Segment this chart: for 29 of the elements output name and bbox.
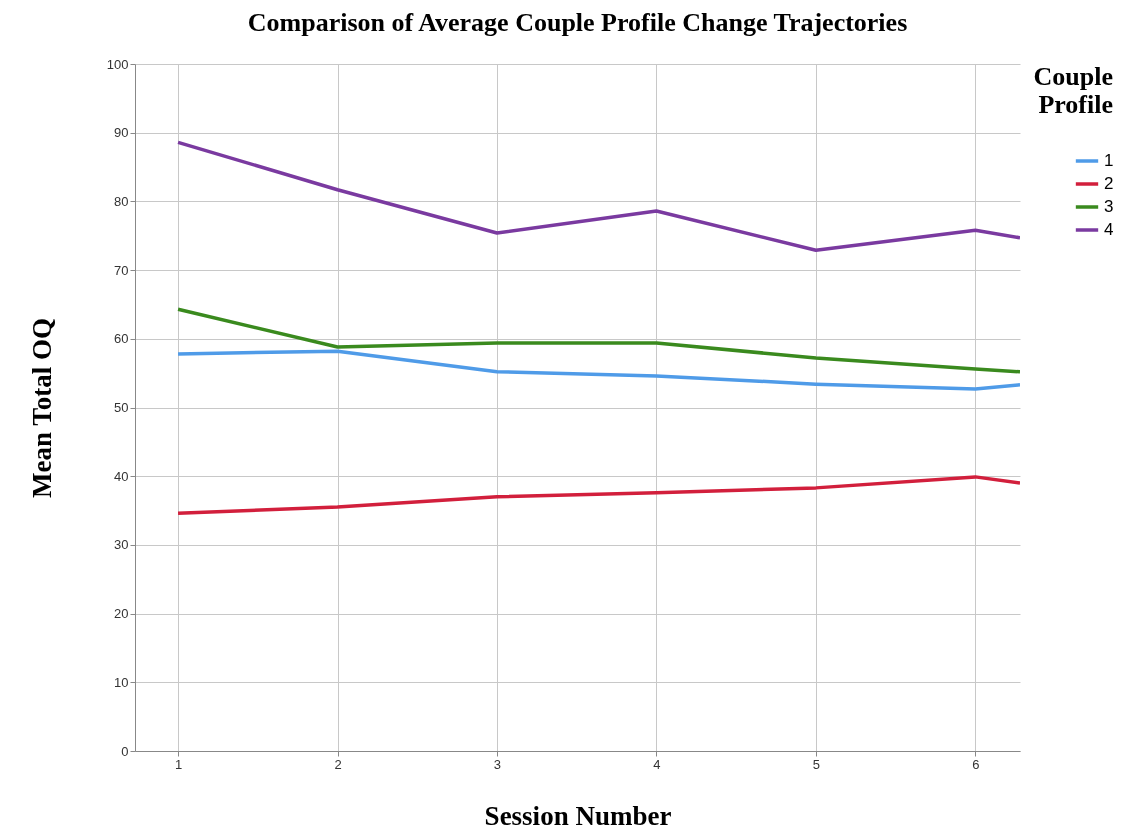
legend-title: Couple Profile <box>1033 62 1113 119</box>
x-tick-label: 6 <box>972 756 980 772</box>
y-tick-label: 80 <box>114 193 129 209</box>
line-series <box>176 307 1020 374</box>
x-tick-label: 5 <box>812 756 821 772</box>
x-axis-title: Session Number <box>484 800 672 831</box>
y-tick-label: 60 <box>114 331 129 347</box>
x-tick-label: 1 <box>174 756 183 772</box>
y-tick-label: 50 <box>114 400 129 415</box>
line-series <box>176 475 1020 516</box>
y-tick-label: 10 <box>114 674 129 690</box>
y-tick-label: 0 <box>121 743 129 759</box>
y-axis-title: Mean Total OQ <box>26 317 57 499</box>
legend-label: 4 <box>1104 220 1114 239</box>
legend-label: 3 <box>1104 197 1114 216</box>
chart-title: Comparison of Average Couple Profile Change Trajectories <box>247 8 908 37</box>
x-tick-label: 3 <box>493 756 502 772</box>
y-tick-label: 20 <box>114 606 129 622</box>
line-series <box>176 140 1020 252</box>
x-tick-label: 2 <box>334 756 342 772</box>
legend-label: 2 <box>1104 174 1114 193</box>
y-tick-label: 30 <box>114 537 129 553</box>
y-tick-label: 70 <box>114 262 129 278</box>
line-series <box>176 349 1020 391</box>
y-tick-label: 90 <box>114 125 129 141</box>
legend-label: 1 <box>1104 151 1114 170</box>
y-tick-label: 100 <box>106 56 129 72</box>
y-tick-label: 40 <box>114 468 129 484</box>
x-tick-label: 4 <box>653 756 661 772</box>
